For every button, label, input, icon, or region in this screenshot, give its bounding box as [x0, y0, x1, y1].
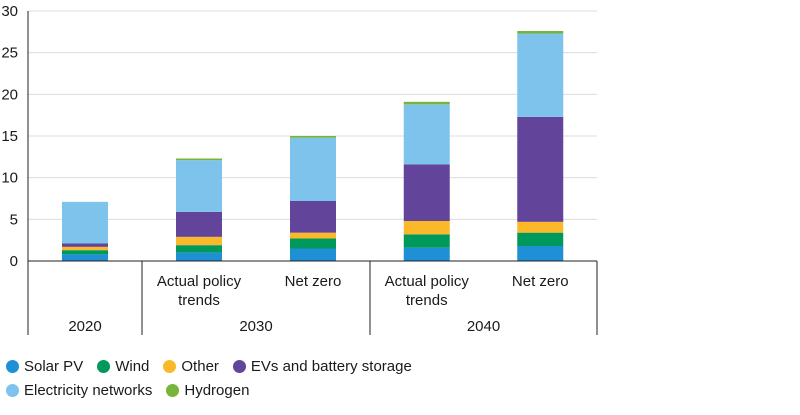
bar-segment: [403, 234, 450, 248]
legend-swatch-other: [163, 359, 177, 373]
legend-item-other: Other: [163, 358, 219, 375]
bar-segment: [290, 238, 336, 249]
legend-label-other: Other: [181, 357, 219, 375]
bar-segment: [403, 164, 450, 221]
bar-segment: [62, 201, 108, 244]
group-label: 2040: [467, 318, 500, 335]
bar-segment: [62, 250, 108, 255]
legend-row: Electricity networks Hydrogen: [6, 378, 566, 402]
y-tick-label: 10: [1, 170, 18, 187]
legend-item-wind: Wind: [97, 358, 149, 375]
legend-swatch-electricity-networks: [6, 383, 19, 397]
bar-segment: [62, 246, 108, 251]
bar-segment: [517, 31, 564, 34]
bar-segment: [517, 33, 564, 117]
category-label: trends: [178, 292, 220, 309]
bar-segment: [176, 245, 222, 253]
category-label: trends: [406, 292, 448, 309]
bar-segment: [290, 137, 336, 201]
y-tick-label: 20: [1, 86, 18, 103]
bar-segment: [403, 247, 450, 261]
bar-segment: [403, 101, 450, 105]
y-tick-label: 0: [10, 253, 18, 270]
legend-swatch-wind: [97, 359, 111, 373]
y-tick-label: 15: [1, 128, 18, 145]
y-tick-label: 25: [1, 45, 18, 62]
legend-swatch-hydrogen: [166, 383, 180, 397]
bar-segment: [176, 252, 222, 261]
y-tick-label: 5: [10, 211, 18, 228]
category-label: Actual policy: [385, 273, 470, 290]
bar-segment: [176, 158, 222, 161]
bar-segment: [290, 232, 336, 239]
legend-label-wind: Wind: [115, 357, 150, 375]
bar-segment: [176, 211, 222, 237]
legend-swatch-evs-battery: [232, 359, 246, 373]
legend-swatch-solar-pv: [6, 359, 19, 373]
legend-label-electricity-networks: Electricity networks: [24, 381, 153, 399]
y-tick-label: 30: [1, 3, 18, 20]
bar-segment: [290, 248, 336, 261]
legend: Solar PV Wind Other EVs and battery stor…: [6, 354, 566, 402]
legend-item-hydrogen: Hydrogen: [166, 382, 249, 399]
bar-segment: [176, 236, 222, 246]
legend-item-evs-battery: EVs and battery storage: [232, 357, 412, 375]
bar-segment: [403, 221, 450, 235]
legend-row: Solar PV Wind Other EVs and battery stor…: [6, 354, 566, 378]
group-label: 2020: [68, 318, 101, 335]
bar-segment: [517, 221, 564, 233]
bar-segment: [517, 232, 564, 246]
group-label: 2030: [239, 318, 272, 335]
legend-item-electricity-networks: Electricity networks: [6, 382, 152, 399]
legend-label-hydrogen: Hydrogen: [184, 381, 250, 399]
bar-segment: [176, 160, 222, 212]
category-label: Actual policy: [157, 273, 242, 290]
legend-label-solar-pv: Solar PV: [24, 357, 84, 375]
bar-segment: [517, 116, 564, 222]
legend-item-solar-pv: Solar PV: [6, 358, 83, 375]
bar-segment: [62, 243, 108, 247]
legend-label-evs-battery: EVs and battery storage: [250, 357, 412, 375]
bar-segment: [290, 136, 336, 138]
bar-segment: [403, 104, 450, 165]
category-label: Net zero: [512, 273, 569, 290]
bar-segment: [62, 254, 108, 261]
category-label: Net zero: [285, 273, 342, 290]
bar-segment: [290, 201, 336, 233]
bar-segment: [517, 246, 564, 261]
